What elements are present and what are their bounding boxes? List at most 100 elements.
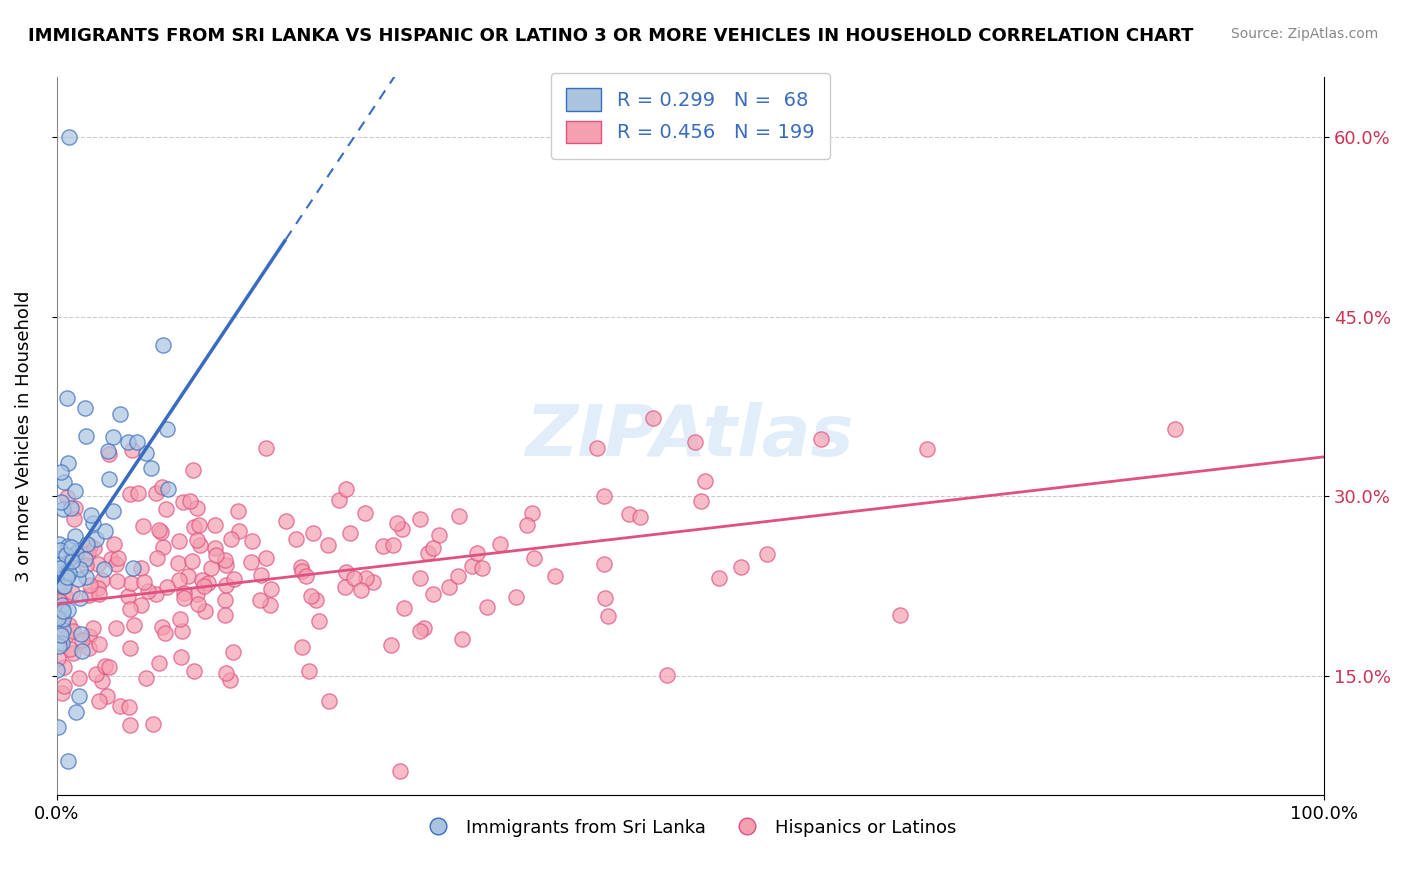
Point: [249, 593, 271, 607]
Point: [186, 500, 208, 515]
Point: [79, 578, 101, 592]
Point: [121, 442, 143, 457]
Point: [75, 558, 97, 572]
Point: [543, 569, 565, 583]
Point: [59, 642, 82, 657]
Point: [51, 465, 73, 479]
Point: [409, 512, 432, 526]
Point: [77, 641, 100, 656]
Point: [409, 571, 432, 585]
Point: [224, 572, 246, 586]
Point: [60, 554, 83, 568]
Point: [73, 552, 96, 566]
Point: [62, 646, 84, 660]
Point: [187, 517, 209, 532]
Point: [214, 553, 236, 567]
Point: [707, 571, 730, 585]
Point: [153, 626, 176, 640]
Point: [215, 578, 238, 592]
Point: [593, 591, 616, 605]
Point: [86, 557, 108, 571]
Point: [127, 435, 149, 450]
Point: [101, 504, 124, 518]
Point: [62, 512, 84, 526]
Point: [145, 486, 167, 500]
Point: [53, 589, 76, 603]
Point: [70, 644, 93, 658]
Point: [354, 570, 377, 584]
Legend: Immigrants from Sri Lanka, Hispanics or Latinos: Immigrants from Sri Lanka, Hispanics or …: [418, 812, 963, 844]
Point: [228, 524, 250, 539]
Point: [200, 560, 222, 574]
Point: [100, 552, 122, 566]
Point: [60, 549, 83, 563]
Point: [52, 579, 75, 593]
Point: [79, 540, 101, 554]
Point: [96, 689, 118, 703]
Point: [77, 546, 100, 560]
Point: [117, 434, 139, 449]
Point: [215, 558, 238, 572]
Point: [60, 584, 83, 599]
Point: [628, 510, 651, 524]
Point: [56, 603, 79, 617]
Point: [380, 638, 402, 652]
Point: [65, 705, 87, 719]
Point: [391, 522, 413, 536]
Point: [254, 550, 277, 565]
Point: [204, 517, 226, 532]
Point: [204, 548, 226, 562]
Text: Source: ZipAtlas.com: Source: ZipAtlas.com: [1230, 27, 1378, 41]
Point: [343, 571, 366, 585]
Point: [596, 609, 619, 624]
Point: [169, 612, 191, 626]
Point: [461, 558, 484, 573]
Point: [52, 623, 75, 637]
Point: [55, 391, 77, 405]
Point: [371, 539, 394, 553]
Point: [239, 555, 262, 569]
Point: [51, 612, 73, 626]
Y-axis label: 3 or more Vehicles in Household: 3 or more Vehicles in Household: [15, 291, 32, 582]
Point: [186, 587, 208, 601]
Point: [53, 475, 76, 489]
Point: [132, 574, 155, 589]
Point: [308, 614, 330, 628]
Point: [48, 594, 70, 608]
Point: [55, 548, 77, 562]
Point: [87, 587, 110, 601]
Point: [65, 546, 87, 560]
Point: [214, 592, 236, 607]
Point: [173, 591, 195, 606]
Point: [222, 645, 245, 659]
Point: [94, 659, 117, 673]
Point: [69, 591, 91, 606]
Point: [260, 582, 283, 596]
Point: [63, 501, 86, 516]
Point: [177, 569, 200, 583]
Point: [91, 674, 114, 689]
Point: [138, 583, 160, 598]
Point: [58, 130, 80, 145]
Point: [48, 561, 70, 575]
Point: [226, 504, 249, 518]
Point: [172, 494, 194, 508]
Point: [46, 611, 69, 625]
Point: [69, 562, 91, 576]
Point: [49, 542, 72, 557]
Point: [107, 551, 129, 566]
Point: [523, 551, 546, 566]
Point: [52, 566, 75, 581]
Point: [51, 636, 73, 650]
Point: [361, 574, 384, 589]
Point: [167, 556, 190, 570]
Point: [117, 589, 139, 603]
Point: [122, 618, 145, 632]
Point: [131, 519, 153, 533]
Point: [439, 580, 461, 594]
Point: [91, 573, 114, 587]
Point: [155, 580, 177, 594]
Point: [695, 474, 717, 488]
Point: [422, 587, 444, 601]
Point: [105, 574, 128, 588]
